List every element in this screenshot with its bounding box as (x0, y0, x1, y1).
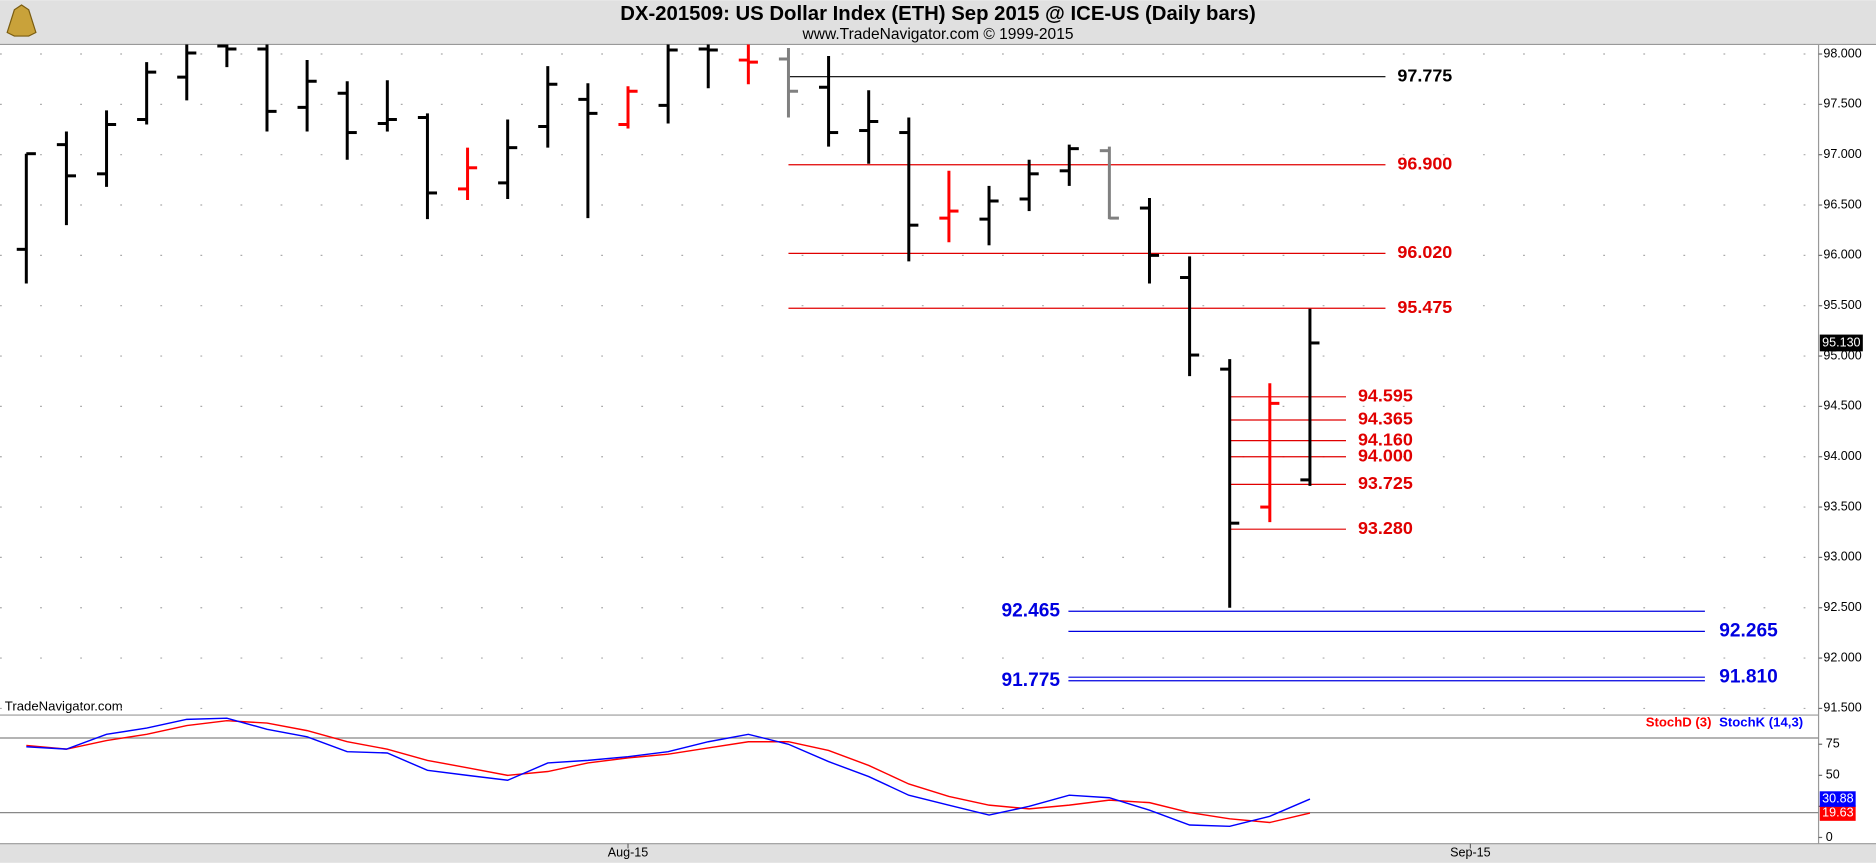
level-label: 93.725 (1358, 473, 1413, 493)
x-tick-label: Aug-15 (608, 846, 648, 860)
logo (6, 4, 37, 37)
y-tick-label: 97.000 (1823, 147, 1861, 161)
level-label: 97.775 (1397, 65, 1452, 85)
y-tick-label: 50 (1826, 768, 1840, 782)
price-panel (0, 44, 1819, 710)
watermark: TradeNavigator.com (5, 699, 123, 714)
y-tick-label: 97.500 (1823, 97, 1861, 111)
y-tick-label: 93.000 (1823, 550, 1861, 564)
level-label: 94.160 (1358, 429, 1413, 449)
y-tick-label: 96.000 (1823, 248, 1861, 262)
x-tick-label: Sep-15 (1450, 846, 1490, 860)
stoch-line (26, 719, 1311, 824)
level-label: 91.775 (1002, 670, 1061, 691)
y-tick-label: 91.500 (1823, 701, 1861, 715)
y-tick-label: 0 (1826, 830, 1833, 844)
y-tick-label: 94.500 (1823, 399, 1861, 413)
y-tick-label: 95.000 (1823, 348, 1861, 362)
level-label: 94.000 (1358, 445, 1413, 465)
legend-entry: StochK (14,3) (1719, 714, 1803, 729)
last-value-label: 95.130 (1822, 335, 1860, 349)
y-tick-label: 98.000 (1823, 46, 1861, 60)
level-label: 92.465 (1002, 600, 1061, 621)
last-value-tag (1819, 805, 1856, 821)
chart-subtitle: www.TradeNavigator.com © 1999-2015 (802, 26, 1074, 43)
title-bar (0, 0, 1876, 45)
last-value-label: 19.63 (1822, 805, 1853, 819)
level-label: 95.475 (1397, 297, 1452, 317)
x-axis-strip (0, 843, 1876, 863)
y-tick-label: 92.000 (1823, 650, 1861, 664)
stoch-panel (0, 717, 1819, 828)
chart-title: DX-201509: US Dollar Index (ETH) Sep 201… (620, 3, 1256, 25)
y-tick-label: 96.500 (1823, 197, 1861, 211)
level-label: 96.020 (1397, 242, 1452, 262)
level-label: 94.595 (1358, 386, 1413, 406)
level-label: 91.810 (1719, 666, 1778, 687)
y-tick-label: 93.500 (1823, 499, 1861, 513)
overlay: 98.000 97.500 97.000 96.500 96.000 95.500 95.0… (608, 46, 1863, 860)
legend-entry: StochD (3) (1646, 714, 1712, 729)
last-value-label: 30.88 (1822, 791, 1853, 805)
level-label: 96.900 (1397, 153, 1452, 173)
level-label: 93.280 (1358, 518, 1413, 538)
stoch-line (26, 717, 1311, 828)
y-tick-label: 75 (1826, 737, 1840, 751)
level-label: 92.265 (1719, 620, 1778, 641)
last-value-tag (1819, 334, 1863, 352)
y-tick-label: 95.500 (1823, 298, 1861, 312)
y-tick-label: 94.000 (1823, 449, 1861, 463)
y-tick-label: 92.500 (1823, 600, 1861, 614)
last-value-tag (1819, 791, 1856, 807)
level-label: 94.365 (1358, 409, 1413, 429)
